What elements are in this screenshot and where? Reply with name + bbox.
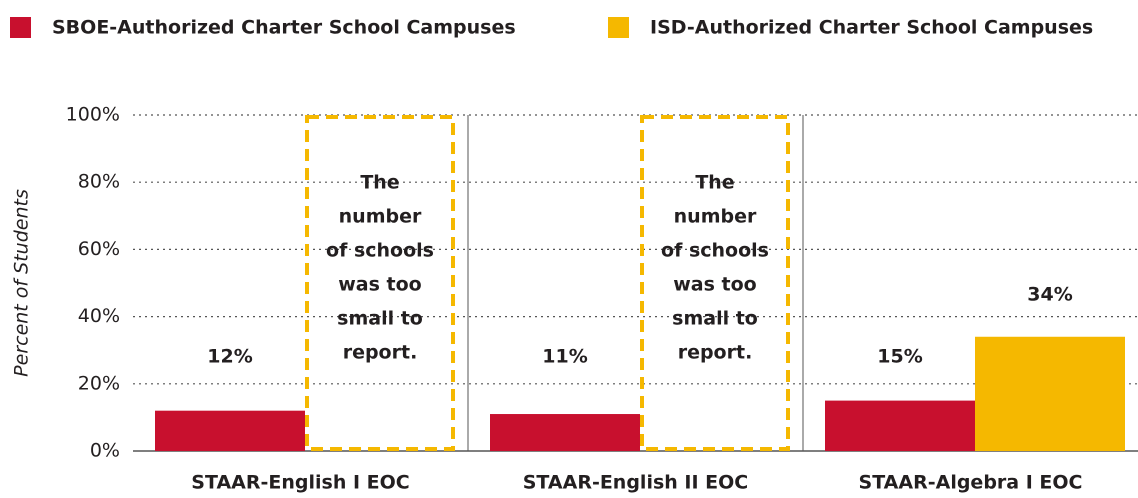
y-tick-label: 60% bbox=[78, 238, 120, 260]
annotation: small to bbox=[672, 308, 758, 330]
annotation: report. bbox=[343, 342, 418, 364]
annotation: number bbox=[674, 206, 757, 228]
value-label: 34% bbox=[1027, 283, 1072, 305]
annotation: The bbox=[695, 172, 734, 194]
not-reported-box bbox=[305, 115, 455, 451]
value-label: 15% bbox=[877, 346, 922, 368]
legend-label: ISD-Authorized Charter School Campuses bbox=[650, 17, 1093, 39]
bar bbox=[825, 400, 975, 451]
bar bbox=[155, 410, 305, 451]
x-tick-label: STAAR-English I EOC bbox=[191, 472, 409, 494]
annotation: was too bbox=[673, 274, 757, 296]
y-tick-label: 100% bbox=[66, 104, 120, 126]
legend-swatch bbox=[10, 17, 31, 38]
value-label: 11% bbox=[542, 346, 587, 368]
annotation: of schools bbox=[326, 240, 434, 262]
x-tick-label: STAAR-English II EOC bbox=[523, 472, 749, 494]
bar bbox=[490, 414, 640, 451]
legend-label: SBOE-Authorized Charter School Campuses bbox=[52, 17, 516, 39]
y-tick-label: 0% bbox=[90, 440, 120, 462]
annotation: of schools bbox=[661, 240, 769, 262]
legend-swatch bbox=[608, 17, 629, 38]
bar bbox=[975, 336, 1125, 451]
not-reported-box bbox=[640, 115, 790, 451]
annotation: report. bbox=[678, 342, 753, 364]
y-tick-label: 80% bbox=[78, 171, 120, 193]
y-tick-label: 20% bbox=[78, 372, 120, 394]
annotation: The bbox=[360, 172, 399, 194]
x-tick-label: STAAR-Algebra I EOC bbox=[859, 472, 1083, 494]
y-axis-label: Percent of Students bbox=[11, 189, 33, 377]
annotation: was too bbox=[338, 274, 422, 296]
annotation: number bbox=[339, 206, 422, 228]
value-label: 12% bbox=[207, 346, 252, 368]
y-tick-label: 40% bbox=[78, 305, 120, 327]
annotation: small to bbox=[337, 308, 423, 330]
